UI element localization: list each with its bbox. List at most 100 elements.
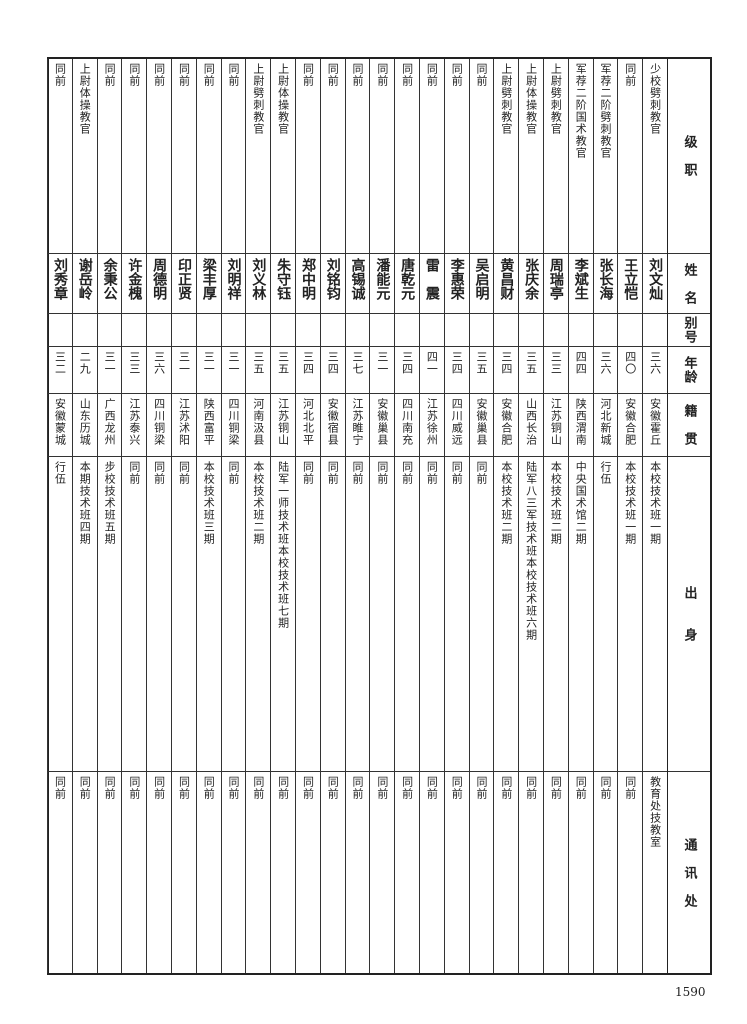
contact-text: 同前 — [400, 776, 414, 800]
cell-alias — [48, 314, 72, 347]
cell-background: 本校技术班一期 — [618, 457, 643, 772]
cell-background: 行伍 — [48, 457, 72, 772]
contact-text: 同前 — [251, 776, 265, 800]
background-text: 同前 — [301, 461, 315, 485]
contact-text: 同前 — [326, 776, 340, 800]
cell-alias — [221, 314, 246, 347]
header-label: 年龄 — [681, 356, 697, 384]
cell-rank: 同前 — [48, 59, 72, 254]
rank-text: 同前 — [326, 63, 340, 87]
cell-age: 三四 — [395, 347, 420, 394]
name-text: 雷 震 — [423, 258, 440, 300]
cell-origin: 安徽蒙城 — [48, 394, 72, 457]
cell-age: 三一 — [97, 347, 122, 394]
name-text: 梁丰厚 — [200, 258, 217, 300]
cell-age: 三五 — [519, 347, 544, 394]
cell-rank: 同前 — [97, 59, 122, 254]
origin-text: 江苏泰兴 — [127, 398, 141, 446]
name-text: 许金槐 — [126, 258, 143, 300]
cell-age: 三四 — [494, 347, 519, 394]
cell-age: 四一 — [420, 347, 444, 394]
cell-name: 李惠荣 — [444, 254, 469, 314]
cell-origin: 四川威远 — [444, 394, 469, 457]
table-row: 上尉劈刺教官 周瑞亭 三三 江苏铜山 本校技术班二期 同前 — [543, 59, 568, 973]
header-label: 籍 贯 — [681, 404, 697, 446]
background-text: 本校技术班二期 — [251, 461, 265, 545]
cell-alias — [172, 314, 196, 347]
cell-origin: 江苏铜山 — [271, 394, 296, 457]
name-text: 余秉公 — [101, 258, 118, 300]
cell-alias — [97, 314, 122, 347]
origin-text: 安徽巢县 — [375, 398, 389, 446]
origin-text: 安徽合肥 — [499, 398, 513, 446]
name-text: 朱守钰 — [275, 258, 292, 300]
age-text: 三五 — [251, 351, 265, 375]
cell-contact: 同前 — [370, 772, 394, 973]
cell-background: 陆军一师技术班本校技术班七期 — [271, 457, 296, 772]
table-row: 同前雷 震四一 江苏徐州 同前 同前 — [419, 59, 444, 973]
table-row: 上尉体操教官 张庆余 三五 山西长治 陆军八三军技术班本校技术班六期 同前 — [518, 59, 544, 973]
background-text: 同前 — [351, 461, 365, 485]
cell-background: 同前 — [221, 457, 246, 772]
cell-name: 谢岳岭 — [72, 254, 97, 314]
contact-text: 同前 — [276, 776, 290, 800]
rank-text: 同前 — [301, 63, 315, 87]
cell-background: 本校技术班三期 — [196, 457, 221, 772]
cell-age: 三七 — [345, 347, 370, 394]
background-text: 本期技术班四期 — [78, 461, 92, 545]
name-text: 谢岳岭 — [76, 258, 93, 300]
cell-background: 行伍 — [593, 457, 618, 772]
origin-text: 江苏沭阳 — [177, 398, 191, 446]
cell-background: 本校技术班二期 — [544, 457, 568, 772]
table-row: 同前 刘明祥 三一 四川铜梁 同前 同前 — [220, 59, 246, 973]
cell-contact: 同前 — [395, 772, 419, 973]
origin-text: 安徽合肥 — [623, 398, 637, 446]
name-text: 周德明 — [151, 258, 168, 300]
name-text: 张庆余 — [523, 258, 540, 300]
background-text: 陆军一师技术班本校技术班七期 — [276, 461, 290, 629]
cell-origin: 四川铜梁 — [147, 394, 172, 457]
name-text: 李斌生 — [572, 258, 589, 300]
table-row: 上尉体操教官 谢岳岭 二九 山东历城 本期技术班四期 同前 — [71, 59, 97, 973]
name-text: 刘明祥 — [225, 258, 242, 300]
name-text: 刘秀章 — [51, 258, 68, 300]
origin-text: 江苏睢宁 — [351, 398, 365, 446]
cell-rank: 上尉体操教官 — [271, 59, 296, 254]
cell-age: 三一 — [172, 347, 196, 394]
cell-rank: 同前 — [370, 59, 395, 254]
cell-background: 本校技术班一期 — [643, 457, 667, 772]
cell-contact: 同前 — [519, 772, 543, 973]
cell-contact: 同前 — [321, 772, 345, 973]
header-label: 出 身 — [681, 586, 697, 642]
origin-text: 陕西渭南 — [574, 398, 588, 446]
cell-age: 三一 — [221, 347, 246, 394]
rank-text: 同前 — [351, 63, 365, 87]
contact-text: 同前 — [499, 776, 513, 800]
cell-name: 周瑞亭 — [544, 254, 568, 314]
cell-origin: 安徽合肥 — [618, 394, 643, 457]
name-text: 刘铭钧 — [324, 258, 341, 300]
cell-alias — [320, 314, 345, 347]
cell-name: 张庆余 — [519, 254, 544, 314]
contact-text: 同前 — [152, 776, 166, 800]
cell-contact: 同前 — [48, 772, 72, 973]
cell-alias — [469, 314, 494, 347]
background-text: 同前 — [326, 461, 340, 485]
cell-rank: 军荐二阶国术教官 — [568, 59, 593, 254]
cell-alias — [271, 314, 296, 347]
header-cell-rank: 级 职 — [668, 59, 710, 254]
origin-text: 陕西富平 — [202, 398, 216, 446]
cell-age: 三一 — [196, 347, 221, 394]
origin-text: 河北北平 — [301, 398, 315, 446]
cell-alias — [196, 314, 221, 347]
cell-origin: 陕西渭南 — [568, 394, 593, 457]
cell-contact: 同前 — [594, 772, 618, 973]
cell-rank: 同前 — [320, 59, 345, 254]
background-text: 同前 — [227, 461, 241, 485]
cell-contact: 同前 — [470, 772, 494, 973]
cell-rank: 同前 — [196, 59, 221, 254]
cell-rank: 同前 — [147, 59, 172, 254]
age-text: 三一 — [103, 351, 117, 375]
cell-alias — [494, 314, 519, 347]
cell-rank: 同前 — [296, 59, 320, 254]
